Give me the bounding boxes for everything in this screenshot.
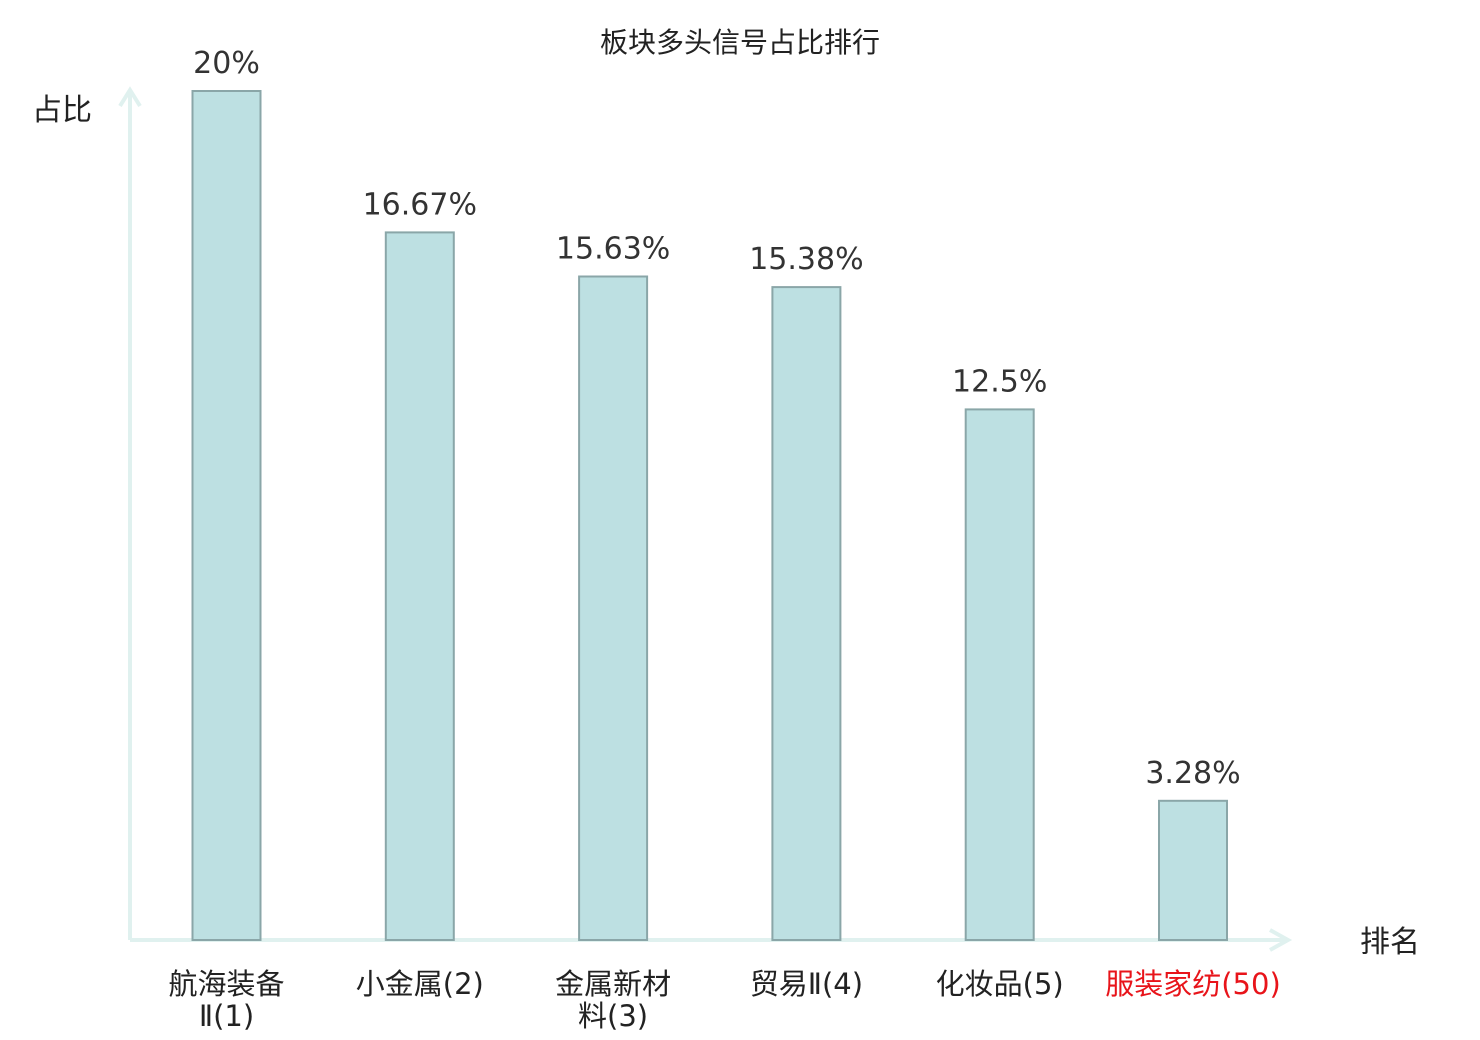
category-label-2-line-1: 料(3) [578, 999, 648, 1033]
x-axis-label: 排名 [1360, 925, 1420, 960]
y-axis-label: 占比 [32, 93, 92, 128]
category-label-1: 小金属(2) [356, 967, 484, 1001]
value-label-5: 3.28% [1145, 756, 1240, 791]
category-label-2-line-0: 金属新材 [555, 967, 671, 1001]
value-label-3: 15.38% [749, 242, 863, 277]
bar-1 [384, 231, 455, 941]
value-label-1: 16.67% [363, 187, 477, 222]
chart-title: 板块多头信号占比排行 [600, 26, 880, 59]
category-label-3: 贸易Ⅱ(4) [750, 967, 863, 1001]
value-label-2: 15.63% [556, 232, 670, 267]
value-labels-group: 20% 16.67% 15.63% 15.38% 12.5% 3.28% [193, 46, 1241, 791]
bar-0 [191, 90, 262, 941]
bar-2 [578, 275, 649, 941]
x-axis-arrow [1269, 928, 1293, 952]
category-label-5: 服装家纺(50) [1105, 967, 1281, 1001]
value-label-4: 12.5% [952, 364, 1047, 399]
category-label-4: 化妆品(5) [936, 967, 1064, 1001]
category-label-0-line-1: Ⅱ(1) [199, 999, 254, 1033]
bar-4 [964, 408, 1035, 941]
y-axis-arrow [118, 86, 142, 108]
value-label-0: 20% [193, 46, 260, 81]
bar-3 [771, 286, 842, 942]
bar-5 [1158, 799, 1228, 941]
axes [118, 86, 1293, 952]
category-label-0-line-0: 航海装备 [168, 967, 284, 1001]
bars-group [191, 90, 1228, 942]
